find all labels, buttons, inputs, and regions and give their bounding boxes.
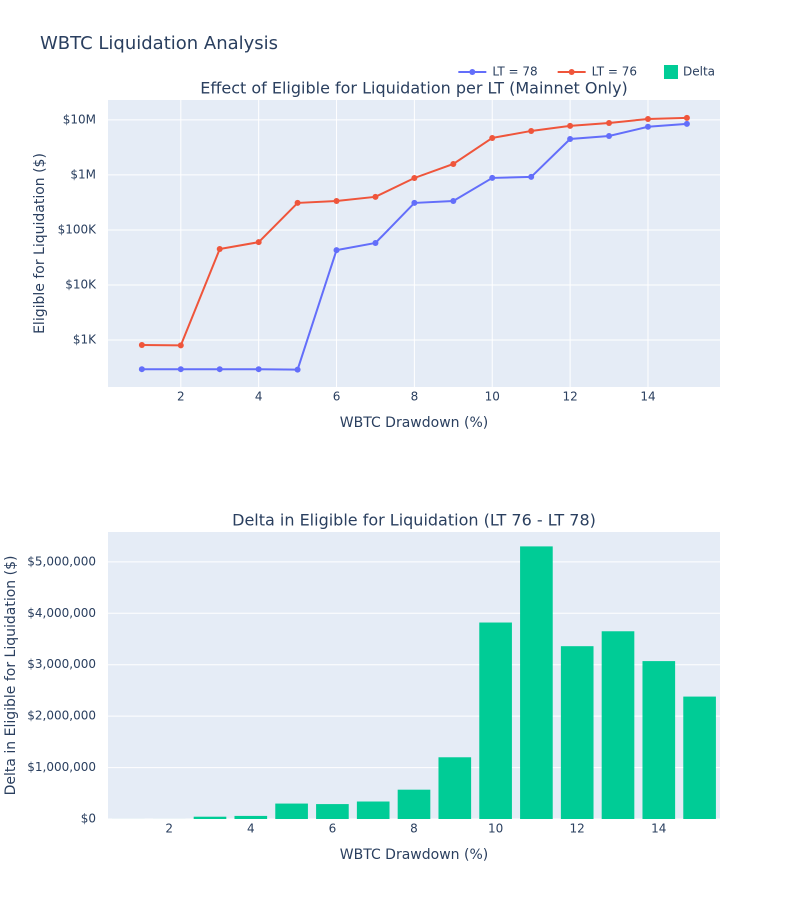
x-tick-label: 4 (247, 822, 255, 836)
legend-label: LT = 78 (492, 65, 537, 79)
bar (234, 815, 268, 819)
x-axis-title: WBTC Drawdown (%) (340, 847, 488, 863)
legend-label: LT = 76 (592, 65, 637, 79)
x-tick-label: 12 (562, 390, 577, 404)
x-axis-title: WBTC Drawdown (%) (340, 415, 488, 431)
point (294, 366, 301, 373)
x-tick-label: 6 (333, 390, 341, 404)
x-tick-label: 6 (329, 822, 337, 836)
legend: LT = 78 LT = 76 Delta (458, 65, 715, 79)
x-tick-label: 10 (485, 390, 500, 404)
point (450, 197, 457, 204)
x-tick-label: 10 (488, 822, 503, 836)
bar (601, 631, 635, 819)
x-tick-label: 8 (410, 822, 418, 836)
point (333, 247, 340, 254)
legend-item: LT = 78 (458, 65, 538, 79)
point (644, 123, 651, 130)
x-tick-label: 2 (165, 822, 173, 836)
y-tick-label: $4,000,000 (27, 606, 96, 620)
x-tick-label: 2 (177, 390, 185, 404)
y-tick-label: $1K (73, 333, 97, 347)
point (294, 199, 301, 206)
bar (642, 661, 676, 819)
point (138, 342, 145, 349)
point (683, 114, 690, 121)
bar (683, 696, 716, 819)
point (606, 119, 613, 126)
point (177, 366, 184, 373)
point (606, 132, 613, 139)
x-tick-label: 4 (255, 390, 263, 404)
legend-swatch (469, 69, 476, 75)
bar (193, 816, 227, 819)
y-tick-label: $3,000,000 (27, 657, 96, 671)
point (372, 193, 379, 200)
point (644, 115, 651, 122)
figure-title: WBTC Liquidation Analysis (40, 33, 278, 54)
y-tick-label: $5,000,000 (27, 554, 96, 568)
y-tick-label: $2,000,000 (27, 709, 96, 723)
point (528, 127, 535, 134)
bar (479, 622, 512, 819)
chart-title: Effect of Eligible for Liquidation per L… (200, 79, 628, 98)
point (216, 246, 223, 253)
y-tick-label: $1,000,000 (27, 760, 96, 774)
y-axis-title: Eligible for Liquidation ($) (32, 153, 48, 334)
bar (438, 757, 472, 819)
y-axis-title: Delta in Eligible for Liquidation ($) (3, 556, 19, 796)
bar (560, 646, 594, 819)
point (138, 366, 145, 373)
bar (275, 803, 308, 819)
legend-label: Delta (683, 65, 715, 79)
point (528, 173, 535, 180)
point (411, 174, 418, 181)
y-tick-label: $10K (65, 277, 97, 291)
legend-swatch (663, 65, 678, 79)
bar (520, 546, 553, 819)
point (567, 135, 574, 142)
x-tick-label: 12 (570, 822, 585, 836)
point (450, 161, 457, 168)
y-tick-label: $0 (81, 812, 96, 826)
y-tick-label: $10M (63, 112, 96, 126)
x-tick-label: 14 (640, 390, 655, 404)
point (489, 134, 496, 141)
chart-title: Delta in Eligible for Liquidation (LT 76… (232, 511, 596, 530)
point (411, 199, 418, 206)
bar (356, 801, 390, 819)
point (177, 342, 184, 349)
y-tick-label: $100K (58, 222, 98, 236)
point (255, 239, 262, 246)
point (683, 120, 690, 127)
legend-swatch (568, 69, 575, 75)
point (567, 122, 574, 129)
x-tick-label: 14 (651, 822, 666, 836)
point (372, 239, 379, 246)
y-tick-label: $1M (70, 167, 96, 181)
legend-item: Delta (663, 65, 715, 79)
x-tick-label: 8 (411, 390, 419, 404)
point (489, 174, 496, 181)
bar (316, 804, 349, 819)
bar (397, 789, 431, 819)
point (216, 366, 223, 373)
legend-item: LT = 76 (557, 65, 637, 79)
point (255, 366, 262, 373)
point (333, 197, 340, 204)
